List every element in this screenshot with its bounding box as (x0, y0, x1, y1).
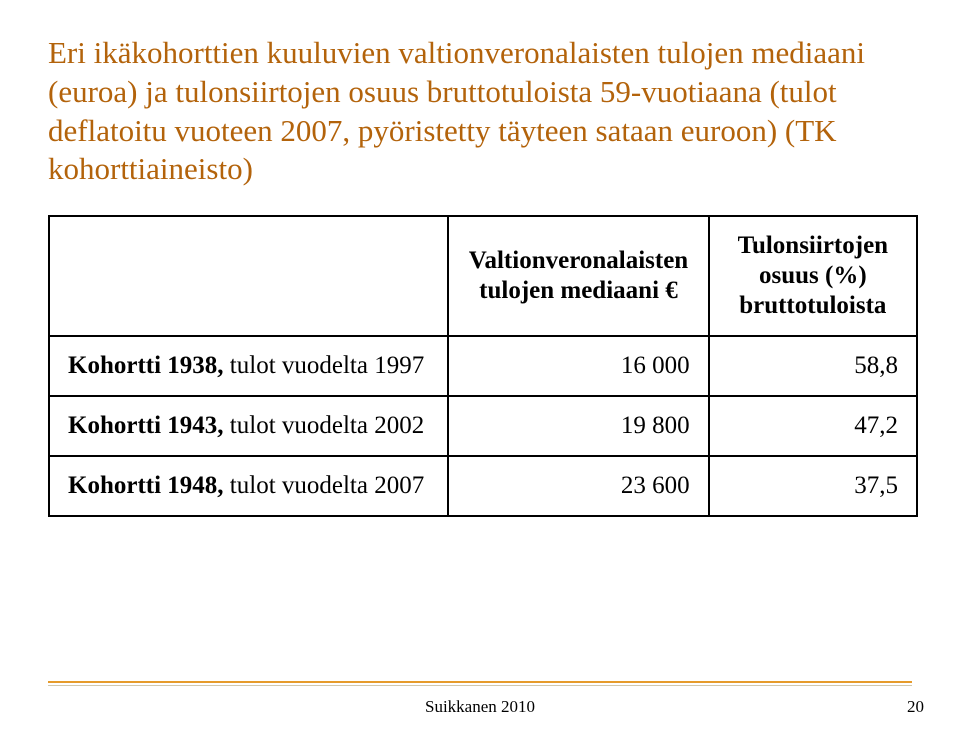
page-title: Eri ikäkohorttien kuuluvien valtionveron… (48, 34, 912, 189)
row-label: Kohortti 1948, tulot vuodelta 2007 (49, 456, 448, 516)
row-label: Kohortti 1943, tulot vuodelta 2002 (49, 396, 448, 456)
row-median: 23 600 (448, 456, 708, 516)
table-row: Kohortti 1943, tulot vuodelta 2002 19 80… (49, 396, 917, 456)
footer-text: Suikkanen 2010 (0, 697, 960, 717)
row-median: 16 000 (448, 336, 708, 396)
row-label: Kohortti 1938, tulot vuodelta 1997 (49, 336, 448, 396)
col-header-share: Tulonsiirtojen osuus (%) bruttotuloista (709, 216, 917, 336)
row-share: 47,2 (709, 396, 917, 456)
table-row: Kohortti 1948, tulot vuodelta 2007 23 60… (49, 456, 917, 516)
table-header-row: Valtionveronalaisten tulojen mediaani € … (49, 216, 917, 336)
col-header-empty (49, 216, 448, 336)
row-median: 19 800 (448, 396, 708, 456)
data-table: Valtionveronalaisten tulojen mediaani € … (48, 215, 918, 517)
col-header-median: Valtionveronalaisten tulojen mediaani € (448, 216, 708, 336)
row-share: 37,5 (709, 456, 917, 516)
table-row: Kohortti 1938, tulot vuodelta 1997 16 00… (49, 336, 917, 396)
row-share: 58,8 (709, 336, 917, 396)
page-number: 20 (907, 697, 924, 717)
slide-container: Eri ikäkohorttien kuuluvien valtionveron… (0, 0, 960, 737)
